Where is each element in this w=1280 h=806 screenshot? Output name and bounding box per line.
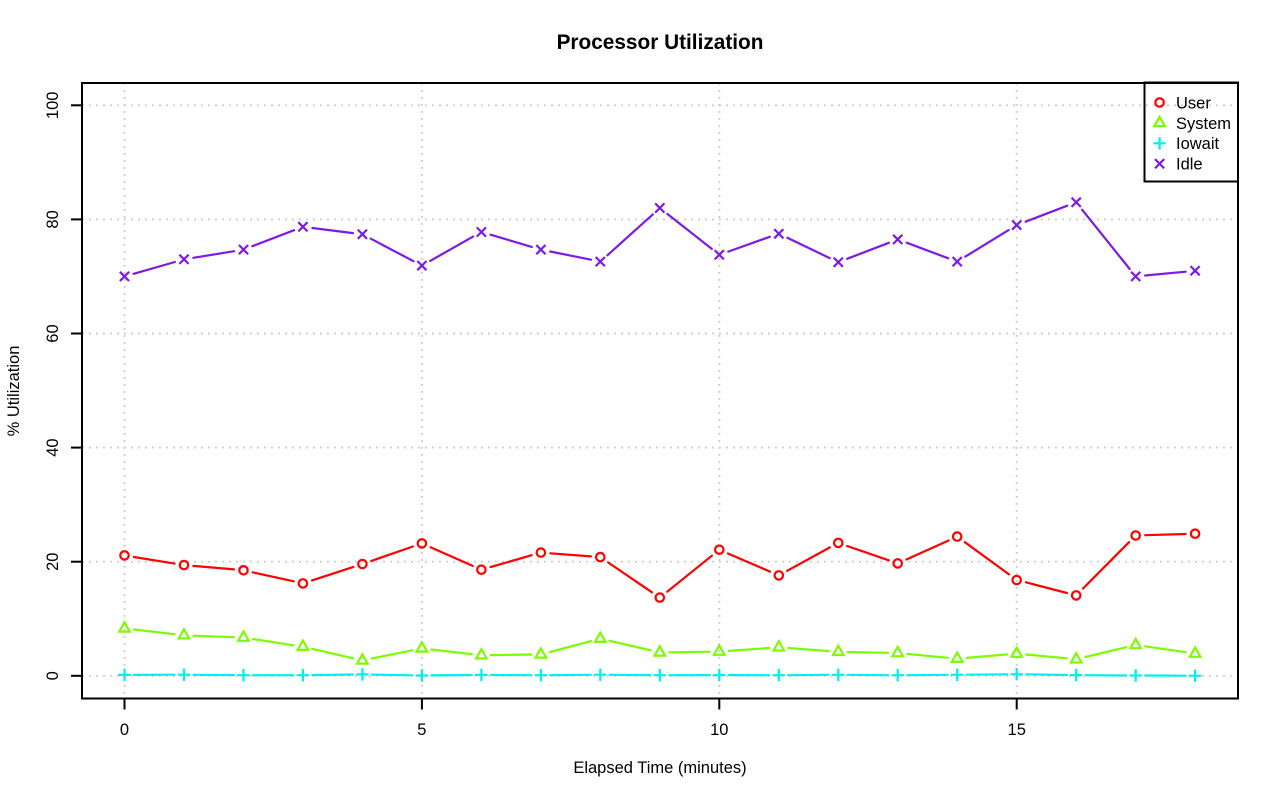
svg-text:60: 60: [44, 324, 62, 342]
svg-text:5: 5: [417, 721, 426, 739]
svg-text:100: 100: [44, 92, 62, 120]
svg-text:0: 0: [120, 721, 129, 739]
svg-text:Iowait: Iowait: [1176, 135, 1220, 153]
svg-text:0: 0: [44, 671, 62, 680]
svg-text:Idle: Idle: [1176, 156, 1203, 174]
svg-text:80: 80: [44, 210, 62, 228]
svg-text:10: 10: [710, 721, 728, 739]
svg-text:20: 20: [44, 553, 62, 571]
svg-text:40: 40: [44, 438, 62, 456]
svg-text:Elapsed Time (minutes): Elapsed Time (minutes): [573, 759, 746, 777]
svg-text:System: System: [1176, 115, 1231, 133]
svg-text:User: User: [1176, 94, 1211, 112]
svg-text:Processor Utilization: Processor Utilization: [557, 31, 764, 54]
svg-text:15: 15: [1008, 721, 1026, 739]
svg-text:% Utilization: % Utilization: [5, 346, 23, 437]
